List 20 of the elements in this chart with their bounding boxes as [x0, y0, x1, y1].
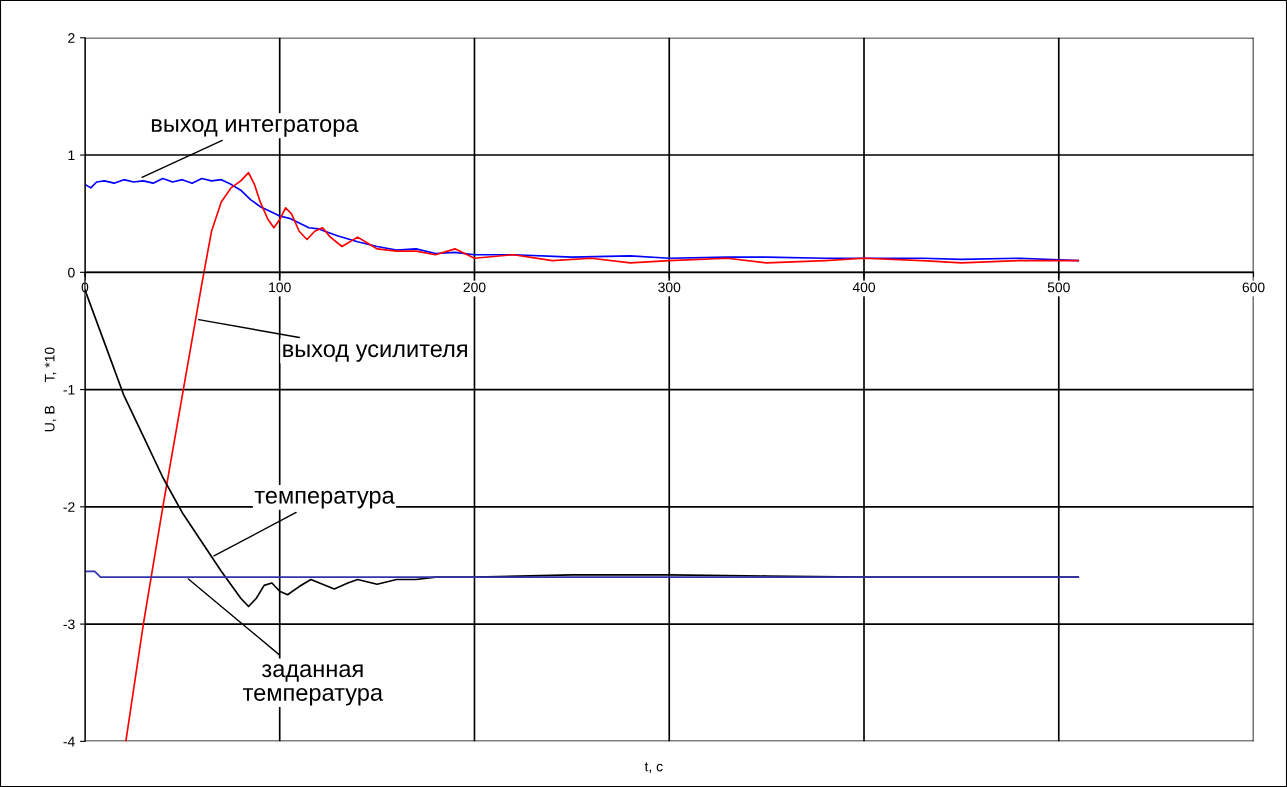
annotation: заданная температура: [243, 664, 384, 706]
x-tick-label: 600: [1242, 282, 1265, 293]
y-tick-label: -1: [63, 385, 75, 395]
y-tick-label: -4: [63, 736, 75, 747]
y-tick-label: 2: [68, 33, 75, 43]
y-tick-label: -3: [63, 619, 75, 630]
x-tick-label: 500: [1047, 282, 1070, 293]
annotation: выход усилителя: [283, 344, 467, 362]
y-tick-label: -2: [63, 502, 75, 512]
line-series: [125, 171, 1080, 742]
y-tick-label: 0: [68, 267, 75, 278]
annotation: температура: [254, 490, 395, 509]
x-tick-label: 200: [463, 282, 486, 293]
x-tick-label: 400: [852, 282, 876, 293]
x-tick-label: 100: [269, 282, 291, 293]
y-axis-title: U, B T, *10: [44, 347, 57, 432]
y-tick-label: 1: [68, 150, 75, 161]
annotation: выход интегратора: [151, 119, 359, 137]
x-axis-title: t, c: [644, 762, 663, 774]
x-tick-label: 300: [658, 282, 681, 293]
